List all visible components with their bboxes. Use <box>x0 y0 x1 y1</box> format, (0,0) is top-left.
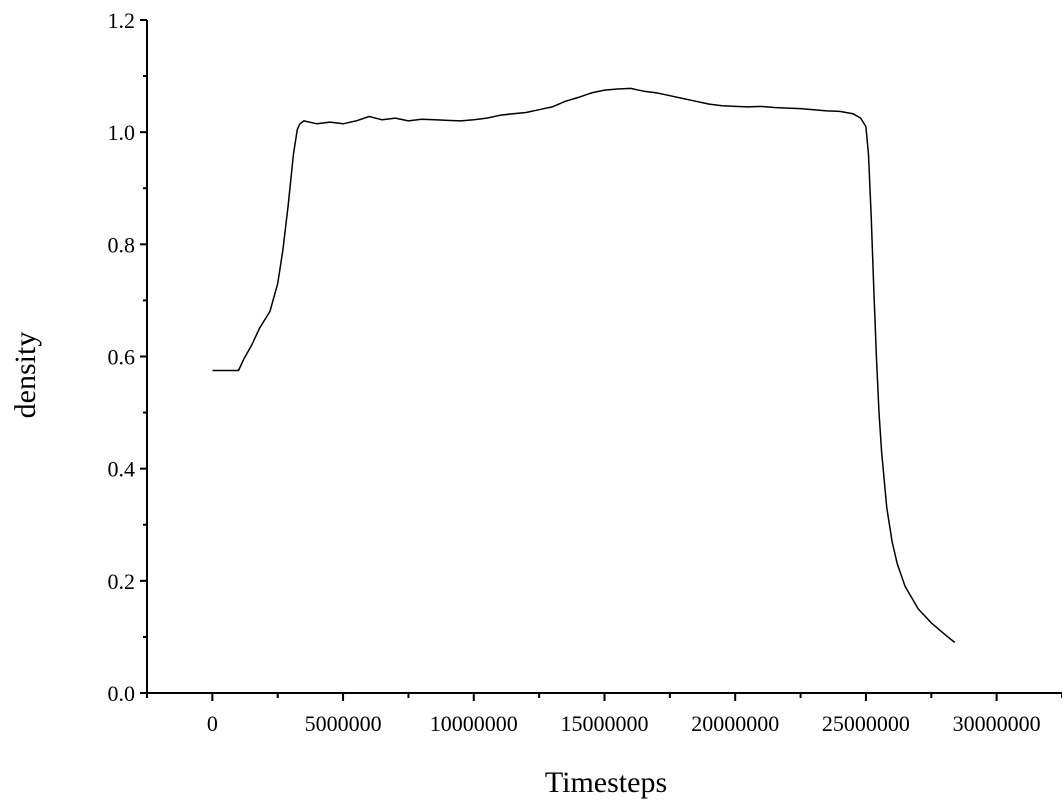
x-tick-label: 0 <box>207 711 218 736</box>
series-group <box>212 87 956 644</box>
x-tick-label: 15000000 <box>561 711 649 736</box>
x-tick-label: 30000000 <box>953 711 1041 736</box>
x-tick-label: 10000000 <box>430 711 518 736</box>
y-tick-label: 0.2 <box>108 569 136 594</box>
y-tick-label: 0.4 <box>108 457 136 482</box>
x-tick-label: 5000000 <box>305 711 382 736</box>
y-tick-label: 1.0 <box>108 120 136 145</box>
y-tick-label: 0.6 <box>108 345 136 370</box>
tick-labels: 0.0 0.2 0.4 0.6 0.8 1.0 1.2 0 5000000 10000000 150… <box>108 8 1041 736</box>
x-tick-label: 20000000 <box>691 711 779 736</box>
y-axis-title: density <box>9 332 42 419</box>
y-tick-label: 1.2 <box>108 8 136 33</box>
y-tick-label: 0.0 <box>108 681 136 706</box>
x-tick-label: 25000000 <box>822 711 910 736</box>
tick-marks <box>140 19 1062 701</box>
density-series-line <box>212 87 956 644</box>
axes <box>146 20 1062 694</box>
y-tick-label: 0.8 <box>108 232 136 257</box>
x-axis-title: Timesteps <box>545 766 667 799</box>
